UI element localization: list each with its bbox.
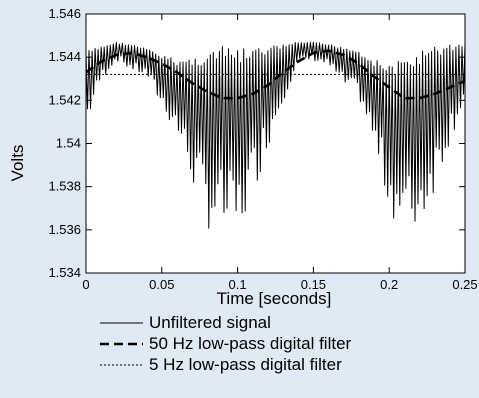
series-line	[85, 41, 466, 229]
x-tick-label: 0.15	[301, 277, 326, 292]
series-layer	[85, 41, 466, 229]
y-tick-label: 1.538	[48, 179, 81, 194]
axis-tick-labels: 0 0.05 0.1 0.15 0.2 0.25 1.534 1.536 1.538 1.54 1.…	[48, 6, 477, 292]
y-axis-title: Volts	[8, 145, 27, 182]
legend-items: Unfiltered signal 50 Hz low-pass digital …	[100, 313, 352, 374]
y-tick-label: 1.542	[48, 92, 81, 107]
series-line	[85, 49, 466, 100]
x-tick-label: 0.1	[229, 277, 247, 292]
legend-label: 50 Hz low-pass digital filter	[149, 334, 352, 353]
y-tick-label: 1.536	[48, 222, 81, 237]
y-tick-label: 1.534	[48, 265, 81, 280]
y-tick-label: 1.546	[48, 6, 81, 21]
legend-label: 5 Hz low-pass digital filter	[149, 355, 342, 374]
x-tick-label: 0.2	[380, 277, 398, 292]
legend-label: Unfiltered signal	[149, 313, 271, 332]
legend: Unfiltered signal 50 Hz low-pass digital …	[100, 313, 352, 374]
x-tick-label: 0.25	[452, 277, 477, 292]
y-tick-label: 1.54	[56, 136, 81, 151]
x-axis-title: Time [seconds]	[217, 289, 332, 308]
x-tick-label: 0.05	[149, 277, 174, 292]
y-tick-label: 1.544	[48, 49, 81, 64]
x-tick-label: 0	[82, 277, 89, 292]
